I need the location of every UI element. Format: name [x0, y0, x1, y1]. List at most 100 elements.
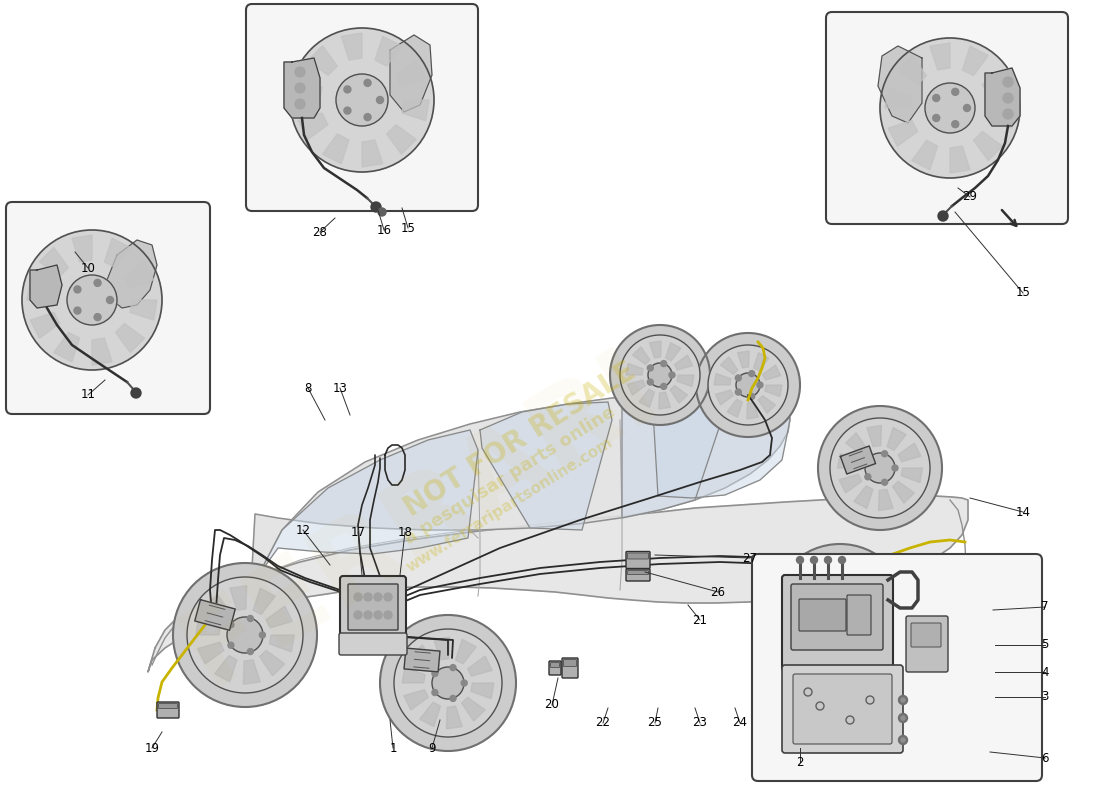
Circle shape — [925, 83, 975, 133]
Polygon shape — [433, 637, 450, 660]
Polygon shape — [812, 631, 833, 656]
Polygon shape — [30, 265, 62, 308]
Circle shape — [865, 456, 871, 462]
Circle shape — [173, 563, 317, 707]
Circle shape — [842, 625, 848, 630]
FancyBboxPatch shape — [626, 569, 650, 581]
Polygon shape — [258, 430, 478, 576]
FancyBboxPatch shape — [847, 595, 871, 635]
Circle shape — [1003, 77, 1013, 87]
Circle shape — [374, 611, 382, 619]
Polygon shape — [840, 446, 876, 474]
Polygon shape — [72, 235, 92, 262]
Circle shape — [899, 735, 907, 745]
Text: 21: 21 — [693, 614, 707, 626]
Circle shape — [647, 365, 653, 371]
Polygon shape — [270, 635, 295, 652]
Polygon shape — [230, 586, 246, 610]
Polygon shape — [639, 389, 654, 407]
Circle shape — [260, 632, 265, 638]
Text: 5: 5 — [1042, 638, 1048, 651]
Polygon shape — [396, 61, 426, 87]
Circle shape — [336, 74, 388, 126]
Circle shape — [450, 665, 456, 670]
Polygon shape — [243, 660, 261, 684]
Circle shape — [364, 79, 371, 86]
Polygon shape — [649, 341, 661, 358]
Polygon shape — [252, 392, 790, 576]
Polygon shape — [676, 375, 694, 386]
Text: www.ferraripartsonline.com: www.ferraripartsonline.com — [404, 435, 616, 575]
Text: 18: 18 — [397, 526, 412, 538]
Circle shape — [772, 544, 908, 680]
Polygon shape — [737, 351, 749, 368]
Polygon shape — [886, 88, 912, 108]
Circle shape — [610, 325, 710, 425]
Polygon shape — [390, 35, 432, 112]
Circle shape — [669, 372, 675, 378]
Polygon shape — [899, 443, 921, 462]
Circle shape — [74, 307, 81, 314]
Circle shape — [295, 99, 305, 109]
Polygon shape — [205, 594, 230, 620]
Polygon shape — [403, 667, 426, 683]
Circle shape — [374, 593, 382, 601]
Text: 16: 16 — [376, 223, 392, 237]
Polygon shape — [195, 600, 235, 630]
Circle shape — [384, 611, 392, 619]
Polygon shape — [130, 300, 157, 320]
Polygon shape — [803, 574, 826, 598]
Polygon shape — [867, 426, 881, 446]
FancyBboxPatch shape — [799, 599, 846, 631]
Circle shape — [384, 593, 392, 601]
Circle shape — [838, 557, 846, 563]
Circle shape — [899, 695, 907, 705]
Text: 2: 2 — [796, 755, 804, 769]
Polygon shape — [898, 55, 926, 85]
FancyBboxPatch shape — [550, 662, 560, 667]
Polygon shape — [284, 58, 320, 118]
Polygon shape — [455, 639, 476, 664]
Polygon shape — [28, 280, 54, 300]
Circle shape — [901, 716, 905, 720]
Circle shape — [95, 314, 101, 321]
Text: 29: 29 — [962, 190, 978, 203]
Polygon shape — [666, 342, 681, 361]
Text: 15: 15 — [400, 222, 416, 234]
Text: 7: 7 — [1042, 601, 1048, 614]
Circle shape — [938, 211, 948, 221]
Circle shape — [696, 333, 800, 437]
FancyBboxPatch shape — [6, 202, 210, 414]
Text: 6: 6 — [1042, 751, 1048, 765]
Circle shape — [354, 611, 362, 619]
Circle shape — [830, 418, 930, 518]
Circle shape — [933, 114, 939, 122]
Polygon shape — [404, 690, 428, 710]
Polygon shape — [375, 36, 402, 66]
Polygon shape — [480, 402, 612, 530]
Text: a pesquisar parts online: a pesquisar parts online — [402, 402, 618, 547]
Circle shape — [432, 670, 438, 677]
Polygon shape — [295, 79, 322, 100]
Polygon shape — [854, 626, 877, 650]
Polygon shape — [632, 347, 650, 365]
Text: 13: 13 — [332, 382, 348, 394]
Circle shape — [354, 593, 362, 601]
Circle shape — [811, 557, 817, 563]
Text: 17: 17 — [351, 526, 365, 538]
Circle shape — [364, 114, 371, 121]
Text: 15: 15 — [1015, 286, 1031, 299]
Circle shape — [735, 389, 741, 395]
FancyBboxPatch shape — [793, 674, 892, 744]
Circle shape — [67, 275, 117, 325]
FancyBboxPatch shape — [782, 665, 903, 753]
Circle shape — [824, 599, 829, 606]
Circle shape — [933, 94, 939, 102]
Polygon shape — [260, 650, 285, 676]
Text: 28: 28 — [312, 226, 328, 238]
Circle shape — [749, 394, 755, 399]
Circle shape — [344, 86, 351, 93]
Circle shape — [228, 642, 234, 648]
Polygon shape — [988, 108, 1015, 128]
Polygon shape — [387, 125, 416, 154]
